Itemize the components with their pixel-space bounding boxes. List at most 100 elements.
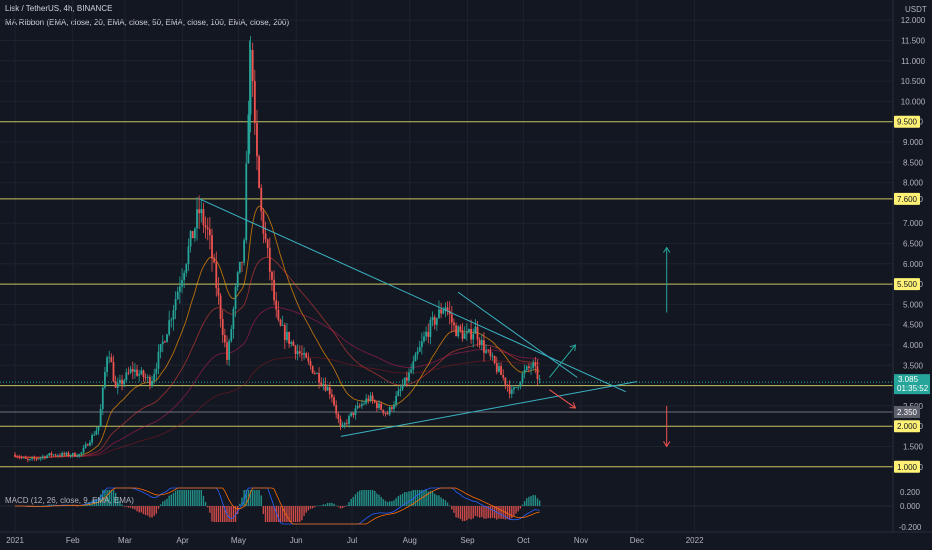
macd-hist-bar [410,491,412,506]
candle-body [136,369,138,376]
macd-hist-bar [311,506,314,509]
macd-hist-bar [513,506,515,516]
candle-body [333,397,335,406]
candle-body [54,454,57,456]
candle-body [388,407,391,415]
macd-hist-bar [194,490,196,506]
candle-body [63,453,66,455]
macd-hist-bar [299,506,301,522]
candle-body [275,300,278,310]
macd-hist-bar [187,490,190,506]
macd-hist-bar [219,506,222,522]
candle-body [427,331,430,337]
candle-body [513,387,515,390]
grid [0,0,893,532]
candle-body [453,322,455,326]
macd-hist-bar [526,498,528,506]
macd-hist-bar [181,490,183,506]
macd-hist-bar [183,490,185,506]
macd-hist-bar [515,506,517,514]
macd-hist-bar [455,506,457,518]
macd-hist-bar [324,504,327,506]
macd-hist-bar [399,494,402,506]
candle-body [352,412,355,416]
candle-body [41,456,44,458]
candle-body [249,49,252,115]
macd-hist-bar [459,506,462,520]
macd-hist-bar [251,490,254,506]
macd-tick: 0.000 [900,502,921,511]
candle-body [110,357,113,363]
macd-hist-bar [117,497,119,506]
candle-body [14,454,16,457]
candle-body [373,400,376,403]
candle-body [206,227,209,230]
candle-body [52,454,55,456]
candle-body [390,407,393,409]
candle-body [521,373,524,383]
macd-hist-bar [538,500,541,506]
macd-hist-bar [481,506,483,518]
candle-body [410,369,413,373]
macd-hist-bar [102,490,104,506]
macd-hist-bar [260,495,262,506]
macd-hist-bar [228,506,230,522]
price-tick: 12.000 [901,16,926,25]
ema-line [15,256,540,458]
candle-body [191,231,194,239]
price-tick: 11.500 [901,37,925,46]
candle-body [331,394,333,398]
time-label: Sep [460,536,475,545]
time-label: Feb [66,536,80,545]
macd-hist-bar [271,506,273,522]
candle-body [346,423,348,424]
candle-body [200,209,203,214]
horizontal-levels [0,121,893,468]
macd-hist-bar [397,496,399,506]
macd-hist-bar [256,490,258,506]
candle-body [459,326,462,331]
trendline [457,291,578,378]
candle-body [226,342,228,360]
macd-hist-bar [466,506,468,521]
macd-hist-bar [200,490,202,506]
price-tick: 7.000 [903,219,924,228]
candle-body [119,379,121,384]
projection-arrow [549,389,576,409]
candle-body [155,368,158,374]
macd-hist-bar [140,506,143,513]
macd-hist-bar [241,497,243,506]
macd-hist-bar [204,501,207,506]
candle-body [183,272,186,281]
macd-tick: -0.200 [899,523,922,532]
macd-hist-bar [232,506,235,522]
macd-hist-bar [144,506,147,516]
ema-line [15,306,540,458]
macd-hist-bar [286,506,288,522]
macd-hist-bar [211,506,213,522]
macd-hist-bar [523,501,526,506]
macd-hist-bar [129,506,132,508]
candle-body [35,458,38,460]
macd-hist-bar [127,506,130,508]
candle-body [215,262,218,289]
candle-body [303,353,305,355]
macd-hist-bar [142,506,145,515]
candle-body [450,314,453,323]
candle-body [403,377,406,386]
macd-hist-bar [239,503,241,506]
candle-body [431,317,434,320]
macd-hist-bar [359,490,361,506]
candle-body [260,187,263,212]
macd-hist-bar [451,506,453,510]
macd-hist-bar [517,506,519,512]
candle-body [356,405,359,409]
macd-hist-bar [425,490,427,506]
candle-body [89,442,91,446]
time-axis: 2021 Feb Mar Apr May Jun Jul Aug Sep Oct Nov Dec 202… [6,536,704,545]
macd-hist-bar [374,490,376,506]
macd-hist-bar [166,498,168,506]
candle-body [354,408,357,416]
candle-body [478,339,481,345]
